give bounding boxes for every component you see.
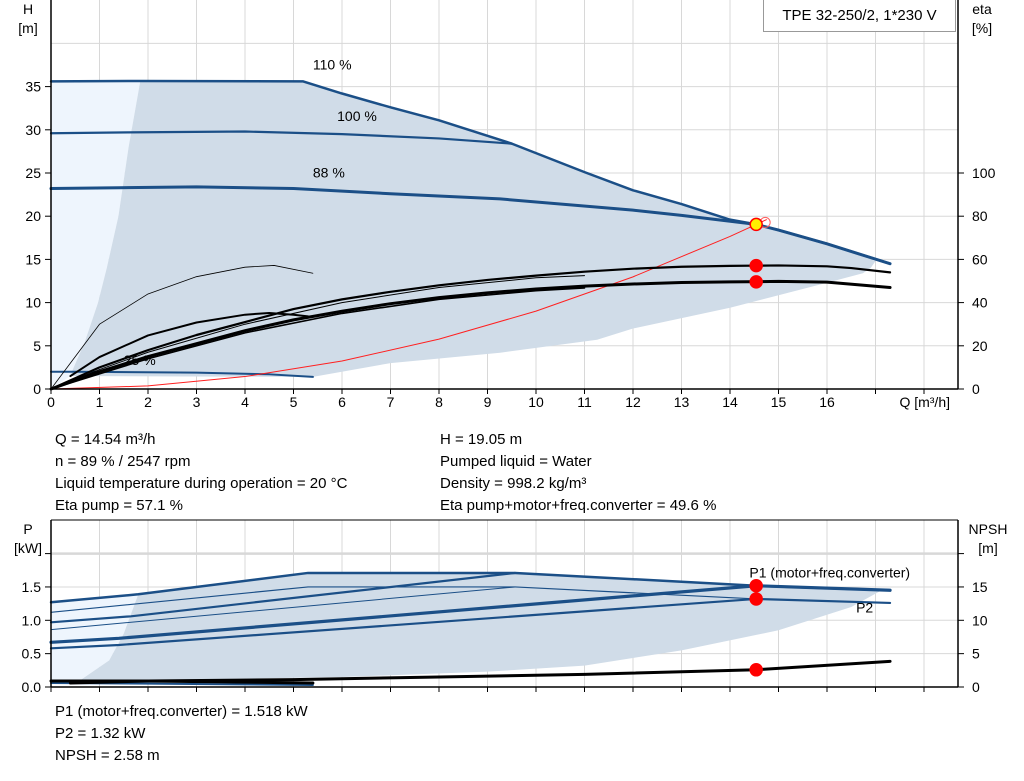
x-tick-label: 2	[144, 394, 152, 410]
info-top-left: Q = 14.54 m³/h n = 89 % / 2547 rpm Liqui…	[55, 429, 347, 517]
x-tick-label: 12	[625, 394, 641, 410]
info-q: Q = 14.54 m³/h	[55, 429, 347, 451]
curve-label: 100 %	[337, 108, 377, 124]
y2-tick-label: 0	[972, 679, 980, 695]
y-tick-label: 30	[25, 122, 41, 138]
x-tick-label: 7	[387, 394, 395, 410]
y2-axis-unit: [m]	[978, 540, 997, 556]
y2-tick-label: 40	[972, 295, 988, 311]
info-bottom: P1 (motor+freq.converter) = 1.518 kW P2 …	[55, 701, 308, 767]
y-axis-label: H	[23, 1, 33, 17]
chart-panel-2	[45, 520, 964, 692]
y2-tick-label: 0	[972, 381, 980, 397]
y-axis-label: P	[23, 521, 32, 537]
x-tick-label: 3	[193, 394, 201, 410]
y-tick-label: 1.0	[22, 612, 42, 628]
y2-axis-label: NPSH	[969, 521, 1008, 537]
y-tick-label: 0.5	[22, 646, 42, 662]
y-tick-label: 0.0	[22, 679, 42, 695]
curve-label: P2	[856, 599, 873, 615]
marker-duty-point	[750, 218, 762, 230]
y-tick-label: 1.5	[22, 579, 42, 595]
info-temperature: Liquid temperature during operation = 20…	[55, 473, 347, 495]
x-tick-label: 0	[47, 394, 55, 410]
x-tick-label: 13	[674, 394, 690, 410]
y2-axis-unit: [%]	[972, 20, 992, 36]
info-p2: P2 = 1.32 kW	[55, 723, 308, 745]
y2-tick-label: 100	[972, 165, 996, 181]
marker-npsh-point	[750, 664, 762, 676]
curve-label: 88 %	[313, 164, 345, 180]
chart-title: TPE 32-250/2, 1*230 V	[763, 0, 956, 32]
info-n: n = 89 % / 2547 rpm	[55, 451, 347, 473]
x-tick-label: 5	[290, 394, 298, 410]
y-axis-unit: [m]	[18, 20, 37, 36]
x-tick-label: 15	[771, 394, 787, 410]
curve-label: 110 %	[313, 56, 352, 72]
marker-p2-point	[750, 593, 762, 605]
y2-tick-label: 20	[972, 338, 988, 354]
info-npsh: NPSH = 2.58 m	[55, 745, 308, 767]
marker-p1-point	[750, 580, 762, 592]
y-tick-label: 20	[25, 208, 41, 224]
y-tick-label: 5	[33, 338, 41, 354]
y2-tick-label: 15	[972, 579, 988, 595]
y-axis-unit: [kW]	[14, 540, 42, 556]
chart-panel-1	[45, 0, 964, 394]
info-h: H = 19.05 m	[440, 429, 716, 451]
x-tick-label: 16	[819, 394, 835, 410]
x-tick-label: 1	[96, 394, 104, 410]
x-tick-label: 8	[435, 394, 443, 410]
marker-eta-total-point	[750, 276, 762, 288]
y-tick-label: 35	[25, 79, 41, 95]
x-tick-label: 6	[338, 394, 346, 410]
x-tick-label: 14	[722, 394, 738, 410]
y2-tick-label: 5	[972, 646, 980, 662]
info-p1: P1 (motor+freq.converter) = 1.518 kW	[55, 701, 308, 723]
y2-axis-label: eta	[972, 1, 992, 17]
x-tick-label: 9	[484, 394, 492, 410]
marker-eta-pump-point	[750, 260, 762, 272]
x-tick-label: 11	[577, 394, 592, 410]
info-liquid: Pumped liquid = Water	[440, 451, 716, 473]
y-tick-label: 25	[25, 165, 41, 181]
y-tick-label: 0	[33, 381, 41, 397]
curve-label: P1 (motor+freq.converter)	[749, 565, 910, 581]
curve-label: 25 %	[124, 352, 156, 368]
y2-tick-label: 60	[972, 251, 988, 267]
x-axis-label: Q [m³/h]	[899, 394, 950, 410]
info-eta-pump: Eta pump = 57.1 %	[55, 495, 347, 517]
y-tick-label: 10	[25, 295, 41, 311]
info-eta-total: Eta pump+motor+freq.converter = 49.6 %	[440, 495, 716, 517]
y2-tick-label: 10	[972, 612, 988, 628]
x-tick-label: 4	[241, 394, 249, 410]
y2-tick-label: 80	[972, 208, 988, 224]
info-top-right: H = 19.05 m Pumped liquid = Water Densit…	[440, 429, 716, 517]
y-tick-label: 15	[25, 251, 41, 267]
x-tick-label: 10	[528, 394, 544, 410]
info-density: Density = 998.2 kg/m³	[440, 473, 716, 495]
